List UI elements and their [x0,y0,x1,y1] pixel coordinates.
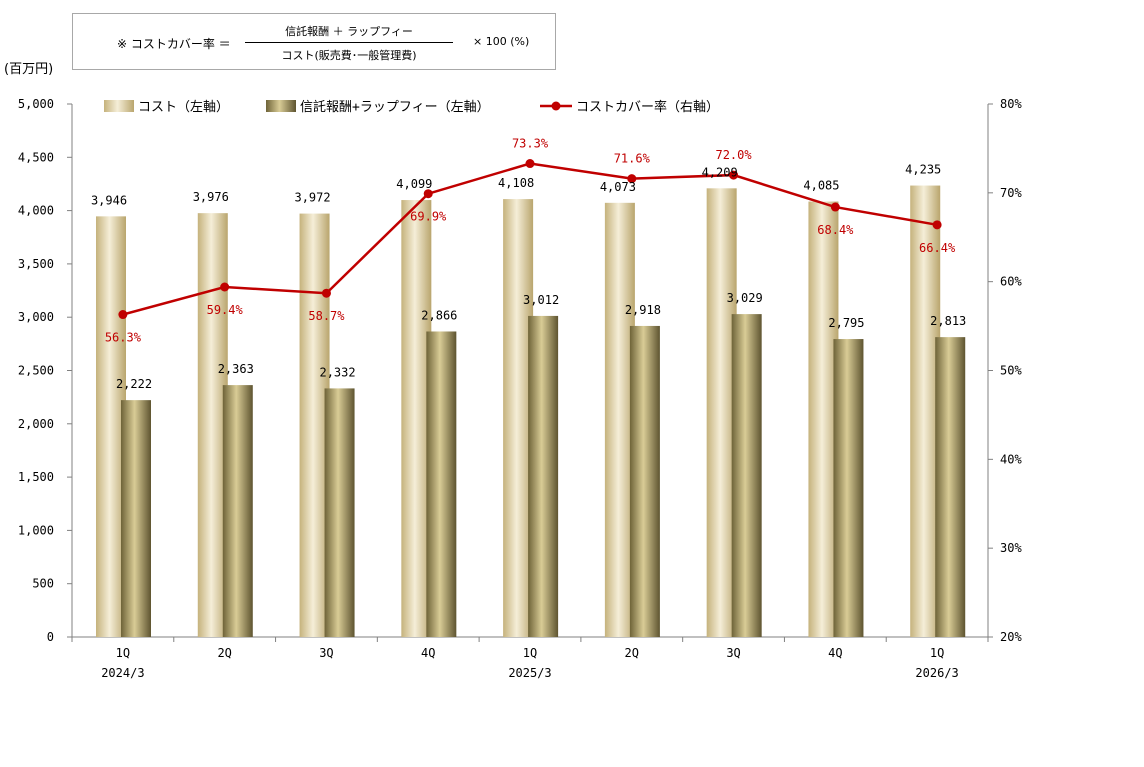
legend: コスト（左軸） 信託報酬+ラップフィー（左軸） コストカバー率（右軸） [104,99,719,115]
fee-bar [935,337,966,637]
cost-bar-label: 4,209 [702,165,738,179]
left-tick-label: 0 [47,630,54,644]
cost-bar-label: 3,976 [193,190,229,204]
right-tick-label: 70% [1000,186,1022,200]
right-tick-label: 50% [1000,364,1022,378]
ratio-label: 71.6% [614,152,651,166]
right-tick-label: 80% [1000,97,1022,111]
left-tick-label: 4,500 [18,150,54,164]
ratio-label: 66.4% [919,241,956,255]
left-tick-label: 3,000 [18,310,54,324]
ratio-label: 68.4% [817,223,854,237]
legend-cost-label: コスト（左軸） [138,100,229,115]
legend-fee-label: 信託報酬+ラップフィー（左軸） [300,99,490,115]
formula-denominator: コスト(販売費･一般管理費) [281,49,417,62]
period-label: 2025/3 [508,666,551,680]
fee-bar [731,314,762,637]
formula-prefix: ※ コストカバー率 ＝ [117,37,231,51]
fee-bar [121,400,151,637]
fee-bar-label: 3,029 [727,291,763,305]
ratio-point [627,174,637,184]
fee-bar-label: 2,222 [116,377,152,391]
cost-bar-label: 4,108 [498,176,534,190]
left-tick-label: 5,000 [18,97,54,111]
data-labels: 3,946 3,976 3,972 4,099 4,108 4,073 4,209 4,085… [91,137,966,392]
fee-bar [426,331,457,637]
legend-ratio-marker [551,101,561,111]
category-label: 1Q [930,646,944,660]
category-label: 1Q [523,646,537,660]
cost-bar-label: 4,073 [600,180,636,194]
fee-bar-label: 2,918 [625,303,661,317]
category-label: 4Q [421,646,435,660]
left-tick-label: 500 [32,577,54,591]
ratio-label: 58.7% [308,309,345,323]
fee-bar-label: 3,012 [523,293,559,307]
fee-bar-label: 2,813 [930,314,966,328]
ratio-point [118,310,128,320]
ratio-label: 69.9% [410,210,447,224]
bars [96,185,966,638]
ratio-point [220,282,230,292]
left-tick-label: 2,000 [18,417,54,431]
right-tick-label: 40% [1000,452,1022,466]
left-axis-unit-label: (百万円) [4,62,54,77]
fee-bar [528,315,559,637]
ratio-label: 56.3% [105,331,142,345]
category-label: 4Q [828,646,842,660]
cost-bar-label: 4,085 [803,179,839,193]
cost-bar-label: 3,946 [91,193,127,207]
ratio-label: 73.3% [512,137,549,151]
category-label: 1Q [116,646,130,660]
category-label: 3Q [726,646,740,660]
fee-bar [222,385,253,637]
formula-fraction-line [245,42,453,43]
fee-bar [833,339,864,637]
fee-bar-label: 2,363 [218,362,254,376]
axes: 0 500 1,000 1,500 2,000 2,500 3,000 3,500 4,000 4… [18,97,1023,680]
ratio-point [321,288,331,298]
ratio-line [118,159,942,320]
formula-numerator: 信託報酬 ＋ ラップフィー [285,25,413,38]
fee-bar [629,325,660,637]
left-tick-label: 1,500 [18,470,54,484]
legend-cost-swatch [104,100,134,112]
legend-fee-swatch [266,100,296,112]
left-tick-label: 4,000 [18,204,54,218]
category-label: 2Q [625,646,639,660]
ratio-point [423,189,433,199]
fee-bar-label: 2,866 [421,308,457,322]
cost-bar-label: 3,972 [294,191,330,205]
cost-bar-label: 4,099 [396,177,432,191]
right-tick-label: 20% [1000,630,1022,644]
right-tick-label: 30% [1000,541,1022,555]
fee-bar-label: 2,332 [319,365,355,379]
right-tick-label: 60% [1000,275,1022,289]
category-label: 3Q [319,646,333,660]
ratio-point [729,170,739,180]
left-tick-label: 3,500 [18,257,54,271]
left-tick-label: 1,000 [18,523,54,537]
period-label: 2024/3 [101,666,144,680]
ratio-point [525,159,535,169]
category-label: 2Q [217,646,231,660]
formula-suffix: × 100 (%) [473,35,530,48]
ratio-label: 72.0% [715,148,752,162]
fee-bar-label: 2,795 [828,316,864,330]
legend-ratio-label: コストカバー率（右軸） [576,99,719,115]
fee-bar [324,388,355,637]
formula-box: ※ コストカバー率 ＝ 信託報酬 ＋ ラップフィー コスト(販売費･一般管理費)… [72,13,556,70]
ratio-point [932,220,942,230]
left-tick-label: 2,500 [18,364,54,378]
ratio-label: 59.4% [207,303,244,317]
period-label: 2026/3 [915,666,958,680]
cost-bar-label: 4,235 [905,163,941,177]
ratio-point [830,202,840,212]
